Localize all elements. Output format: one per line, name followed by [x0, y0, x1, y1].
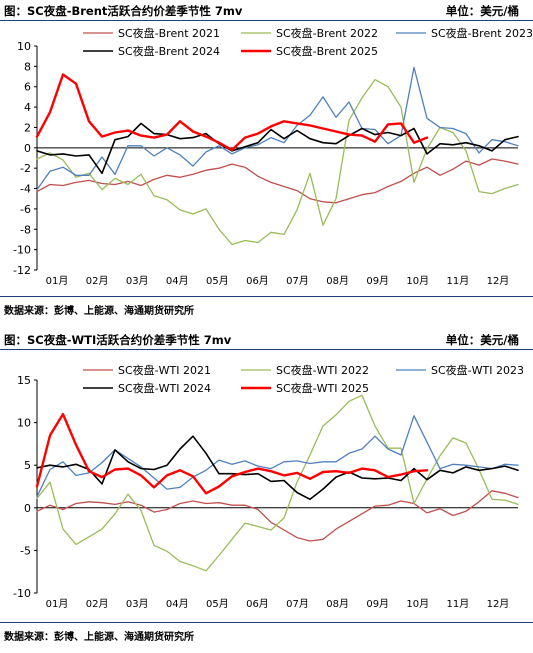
- x-tick-label: 01月: [46, 275, 69, 287]
- x-tick-label: 07月: [286, 598, 309, 610]
- x-tick-label: 06月: [246, 598, 269, 610]
- x-tick-label: 04月: [166, 598, 189, 610]
- legend-label: SC夜盘-Brent 2021: [118, 26, 220, 40]
- x-tick-label: 09月: [366, 598, 389, 610]
- x-tick-label: 12月: [487, 275, 510, 287]
- series-line: [36, 78, 519, 246]
- x-tick-label: 11月: [447, 598, 470, 610]
- x-tick-label: 04月: [166, 275, 189, 287]
- chart2-top-rule: [0, 349, 533, 350]
- series-line: [35, 73, 429, 152]
- legend-label: SC夜盘-WTI 2025: [276, 381, 369, 395]
- series-line: [35, 412, 429, 495]
- x-tick-label: 12月: [487, 598, 510, 610]
- y-tick-label: -6: [20, 203, 31, 216]
- chart2-bottom-rule: [0, 622, 533, 623]
- y-tick-label: 5: [24, 459, 31, 472]
- x-tick-label: 08月: [326, 275, 349, 287]
- x-tick-label: 06月: [246, 275, 269, 287]
- y-tick-label: 15: [17, 374, 31, 387]
- chart1-source: 数据来源：彭博、上能源、海通期货研究所: [4, 306, 194, 317]
- x-tick-label: 10月: [406, 275, 429, 287]
- x-tick-label: 07月: [286, 275, 309, 287]
- y-tick-label: 6: [24, 81, 31, 94]
- legend-label: SC夜盘-Brent 2023: [431, 26, 533, 40]
- y-tick-label: -12: [13, 264, 31, 277]
- y-tick-label: 8: [24, 60, 31, 73]
- y-tick-label: 0: [24, 502, 31, 515]
- series-line: [36, 122, 519, 175]
- legend-label: SC夜盘-WTI 2022: [276, 363, 369, 377]
- y-tick-label: 0: [24, 142, 31, 155]
- y-tick-label: -4: [20, 183, 31, 196]
- x-tick-label: 02月: [86, 275, 109, 287]
- x-tick-label: 03月: [126, 275, 149, 287]
- y-tick-label: -10: [13, 244, 31, 257]
- chart1-unit: 单位：美元/桶: [445, 4, 519, 18]
- chart2-header: 图：SC夜盘-WTI活跃合约价差季节性 7mv 单位：美元/桶: [0, 329, 533, 349]
- y-tick-label: -5: [20, 544, 31, 557]
- legend-label: SC夜盘-WTI 2023: [431, 363, 524, 377]
- chart1-top-rule: [0, 20, 533, 21]
- y-tick-label: -8: [20, 223, 31, 236]
- y-tick-label: 4: [24, 101, 31, 114]
- chart1-bottom-rule: [0, 296, 533, 297]
- legend-label: SC夜盘-Brent 2025: [276, 44, 378, 58]
- x-tick-label: 05月: [206, 598, 229, 610]
- y-tick-label: 10: [17, 40, 31, 53]
- x-tick-label: 02月: [86, 598, 109, 610]
- chart2-source: 数据来源：彭博、上能源、海通期货研究所: [4, 632, 194, 643]
- series-line: [36, 394, 519, 572]
- chart1-title: 图：SC夜盘-Brent活跃合约价差季节性 7mv: [4, 4, 243, 18]
- chart2-plot: 15 10 5 0 -5 -10 01月 02月 03月 04月 05月 06月 07月 08月 09月 10…: [13, 363, 524, 610]
- chart1-plot: 10 8 6 4 2 0 -2 -4 -6 -8 -10 -12 01月 02月 03月 04月 05月 06月 0…: [13, 26, 533, 287]
- chart2-unit: 单位：美元/桶: [445, 333, 519, 347]
- series-line: [36, 66, 519, 191]
- series-line: [36, 415, 519, 498]
- y-tick-label: -10: [13, 587, 31, 600]
- x-tick-label: 05月: [206, 275, 229, 287]
- x-tick-label: 11月: [447, 275, 470, 287]
- y-tick-label: 10: [17, 417, 31, 430]
- series-line: [36, 435, 519, 501]
- legend-label: SC夜盘-Brent 2022: [276, 26, 378, 40]
- x-tick-label: 08月: [326, 598, 349, 610]
- series-line: [36, 158, 519, 204]
- legend-label: SC夜盘-WTI 2024: [118, 381, 211, 395]
- x-tick-label: 10月: [406, 598, 429, 610]
- x-tick-label: 09月: [366, 275, 389, 287]
- series-line: [36, 490, 519, 542]
- x-tick-label: 01月: [46, 598, 69, 610]
- chart2-title: 图：SC夜盘-WTI活跃合约价差季节性 7mv: [4, 333, 232, 347]
- y-tick-label: 2: [24, 121, 31, 134]
- legend-label: SC夜盘-WTI 2021: [118, 363, 211, 377]
- x-tick-label: 03月: [126, 598, 149, 610]
- y-tick-label: -2: [20, 162, 31, 175]
- chart1-header: 图：SC夜盘-Brent活跃合约价差季节性 7mv 单位：美元/桶: [0, 0, 533, 20]
- legend-label: SC夜盘-Brent 2024: [118, 44, 220, 58]
